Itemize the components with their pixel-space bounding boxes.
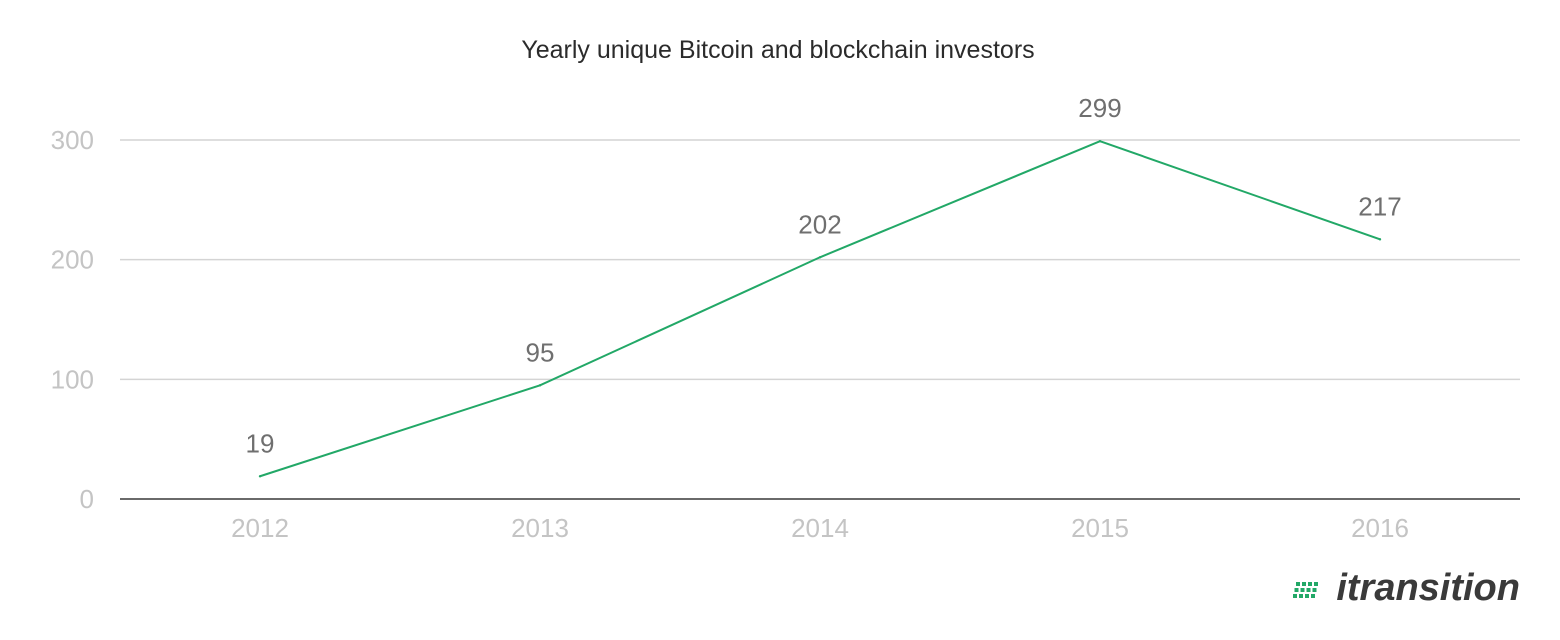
logo-mark-dot (1306, 588, 1311, 592)
logo-text: itransition (1336, 567, 1520, 609)
logo-mark-dot (1312, 588, 1317, 592)
y-tick-label: 200 (51, 245, 94, 275)
data-point (258, 475, 262, 478)
x-axis-tick-labels: 2012 2013 2014 2015 2016 (231, 513, 1409, 543)
logo-mark-dot (1300, 588, 1305, 592)
itransition-logo: itransition (1293, 567, 1520, 609)
logo-mark-dot (1293, 594, 1297, 598)
x-tick-label: 2013 (511, 513, 569, 543)
data-label: 299 (1078, 93, 1121, 123)
data-point (818, 256, 822, 259)
logo-mark-icon (1293, 582, 1318, 598)
logo-mark-dot (1296, 582, 1300, 586)
y-tick-label: 0 (80, 484, 94, 514)
logo-mark-dot (1314, 582, 1318, 586)
y-tick-label: 300 (51, 125, 94, 155)
grid-layer (120, 139, 1520, 500)
y-tick-label: 100 (51, 364, 94, 394)
logo-mark-dot (1302, 582, 1306, 586)
data-label: 217 (1358, 191, 1401, 221)
data-point (538, 384, 542, 387)
data-label: 202 (798, 209, 841, 239)
data-point (1098, 139, 1102, 143)
x-tick-label: 2015 (1071, 513, 1129, 543)
logo-mark-dot (1305, 594, 1309, 598)
logo-mark-dot (1294, 588, 1299, 592)
logo-mark-dot (1308, 582, 1312, 586)
x-tick-label: 2014 (791, 513, 849, 543)
data-label: 95 (526, 337, 555, 367)
chart-title: Yearly unique Bitcoin and blockchain inv… (521, 36, 1034, 64)
x-tick-label: 2016 (1351, 513, 1409, 543)
series-layer (258, 139, 1382, 478)
data-point (1378, 238, 1382, 241)
logo-mark-dot (1299, 594, 1303, 598)
series-line (259, 140, 1381, 478)
y-axis-tick-labels: 0 100 200 300 (51, 125, 94, 514)
data-labels: 19 95 202 299 217 (246, 93, 1402, 458)
logo-mark-dot (1311, 594, 1315, 598)
x-tick-label: 2012 (231, 513, 289, 543)
data-label: 19 (246, 428, 275, 458)
